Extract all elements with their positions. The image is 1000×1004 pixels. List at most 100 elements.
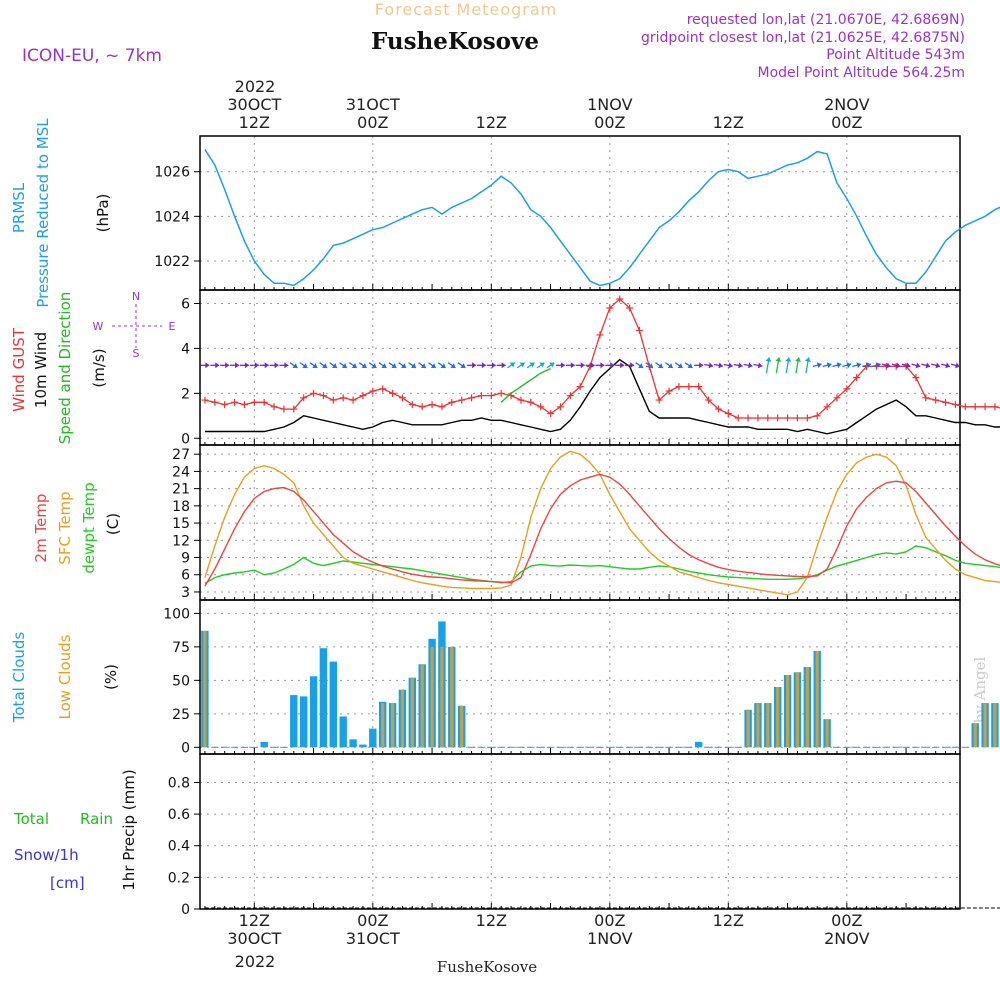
gust-marker bbox=[971, 403, 979, 411]
top-hour-label: 12Z bbox=[476, 113, 507, 132]
panel-1: 1022 1024 1026 bbox=[154, 135, 961, 291]
wind-arrow bbox=[428, 362, 437, 369]
low-clouds-bar bbox=[203, 630, 207, 748]
wind-arrow bbox=[555, 362, 565, 369]
low-clouds-bar bbox=[776, 687, 780, 748]
ytick-label: 0.4 bbox=[168, 839, 190, 855]
wind-arrow bbox=[674, 362, 683, 369]
low-clouds-bar bbox=[786, 675, 790, 748]
wind-arrow bbox=[408, 362, 417, 369]
panel-5: 0 0.2 0.4 0.6 0.8 bbox=[168, 753, 961, 918]
p2-unit: (m/s) bbox=[90, 348, 108, 387]
wind-arrow bbox=[200, 362, 210, 369]
total-clouds-bar bbox=[300, 696, 308, 748]
ytick-label: 0 bbox=[181, 740, 190, 756]
ytick-label: 6 bbox=[181, 296, 190, 312]
wind-arrow bbox=[881, 362, 891, 369]
gust-marker bbox=[418, 403, 426, 411]
gust-marker bbox=[310, 389, 318, 397]
ytick-label: 1026 bbox=[154, 165, 190, 181]
product-title: Forecast Meteogram bbox=[375, 0, 557, 19]
compass-s: S bbox=[133, 347, 140, 360]
gust-marker bbox=[211, 398, 219, 406]
gust-marker bbox=[487, 392, 495, 400]
wind-arrow bbox=[496, 362, 506, 369]
p4-label-low: Low Clouds bbox=[56, 634, 74, 719]
total-clouds-bar bbox=[349, 739, 357, 748]
wind-arrow bbox=[795, 357, 802, 374]
gust-marker bbox=[724, 410, 732, 418]
gust-marker bbox=[270, 403, 278, 411]
low-clouds-bar bbox=[440, 646, 444, 748]
top-hour-label: 00Z bbox=[831, 113, 862, 132]
gust-marker bbox=[675, 383, 683, 391]
total-clouds-bar bbox=[695, 741, 703, 748]
low-clouds-bar bbox=[430, 646, 434, 748]
wind-arrow bbox=[536, 362, 545, 369]
gust-marker bbox=[280, 405, 288, 413]
gust-marker bbox=[517, 396, 525, 404]
wind-arrow bbox=[378, 362, 387, 369]
ytick-label: 1022 bbox=[154, 254, 190, 270]
wind-arrow bbox=[743, 362, 753, 369]
bottom-date-label: 31OCT bbox=[346, 929, 400, 948]
gust-marker bbox=[556, 403, 564, 411]
bottom-date-label: 2NOV bbox=[824, 929, 869, 948]
p4-label-total: Total Clouds bbox=[10, 632, 28, 724]
wind-arrow bbox=[775, 357, 782, 374]
gust-marker bbox=[961, 403, 969, 411]
wind-arrow bbox=[852, 362, 862, 369]
wind-arrow bbox=[655, 362, 664, 369]
p2-label-wind: 10m Wind bbox=[32, 332, 50, 408]
wind-arrow bbox=[665, 362, 674, 369]
gust-marker bbox=[784, 414, 792, 422]
wind-arrow bbox=[249, 362, 259, 369]
gust-marker bbox=[616, 295, 624, 303]
gust-marker bbox=[566, 392, 574, 400]
wind-10m-line bbox=[204, 358, 1000, 435]
wind-arrow bbox=[941, 362, 951, 369]
low-clouds-bar bbox=[420, 664, 424, 748]
wind-arrow bbox=[921, 362, 931, 369]
gust-marker bbox=[744, 414, 752, 422]
wind-arrow bbox=[467, 362, 477, 369]
bottom-hour-label: 00Z bbox=[357, 911, 388, 930]
wind-arrow bbox=[585, 362, 595, 369]
gust-marker bbox=[714, 405, 722, 413]
pressure-line bbox=[204, 148, 1000, 287]
ytick-label: 50 bbox=[172, 673, 190, 689]
ytick-label: 4 bbox=[181, 341, 190, 357]
wind-arrow bbox=[931, 362, 941, 369]
gust-marker bbox=[655, 396, 663, 404]
top-hour-label: 12Z bbox=[239, 113, 270, 132]
wind-arrow bbox=[785, 357, 792, 374]
panel-frame bbox=[199, 753, 961, 910]
location-title: FusheKosove bbox=[371, 28, 539, 55]
top-date-label: 2NOV bbox=[824, 95, 869, 114]
ytick-label: 2 bbox=[181, 386, 190, 402]
wind-arrow bbox=[230, 362, 240, 369]
gust-marker bbox=[507, 392, 515, 400]
gust-marker bbox=[635, 326, 643, 334]
gust-marker bbox=[853, 374, 861, 382]
low-clouds-bar bbox=[766, 703, 770, 748]
ytick-label: 75 bbox=[172, 640, 190, 656]
gust-marker bbox=[240, 401, 248, 409]
gust-marker bbox=[319, 392, 327, 400]
point-altitude: Point Altitude 543m bbox=[826, 47, 965, 63]
wind-arrow bbox=[753, 362, 763, 369]
total-clouds-bar bbox=[329, 661, 337, 748]
low-clouds-bar bbox=[973, 723, 977, 748]
gust-marker bbox=[734, 414, 742, 422]
total-clouds-bar bbox=[260, 741, 268, 748]
wind-arrow bbox=[486, 362, 496, 369]
top-hour-label: 00Z bbox=[594, 113, 625, 132]
gust-marker bbox=[981, 403, 989, 411]
wind-gust-line bbox=[204, 298, 1000, 419]
gust-marker bbox=[754, 414, 762, 422]
gust-marker bbox=[695, 383, 703, 391]
p1-label-prmsl: PRMSL bbox=[10, 182, 28, 233]
gust-marker bbox=[359, 392, 367, 400]
ytick-label: 0 bbox=[181, 902, 190, 918]
gust-marker bbox=[537, 403, 545, 411]
